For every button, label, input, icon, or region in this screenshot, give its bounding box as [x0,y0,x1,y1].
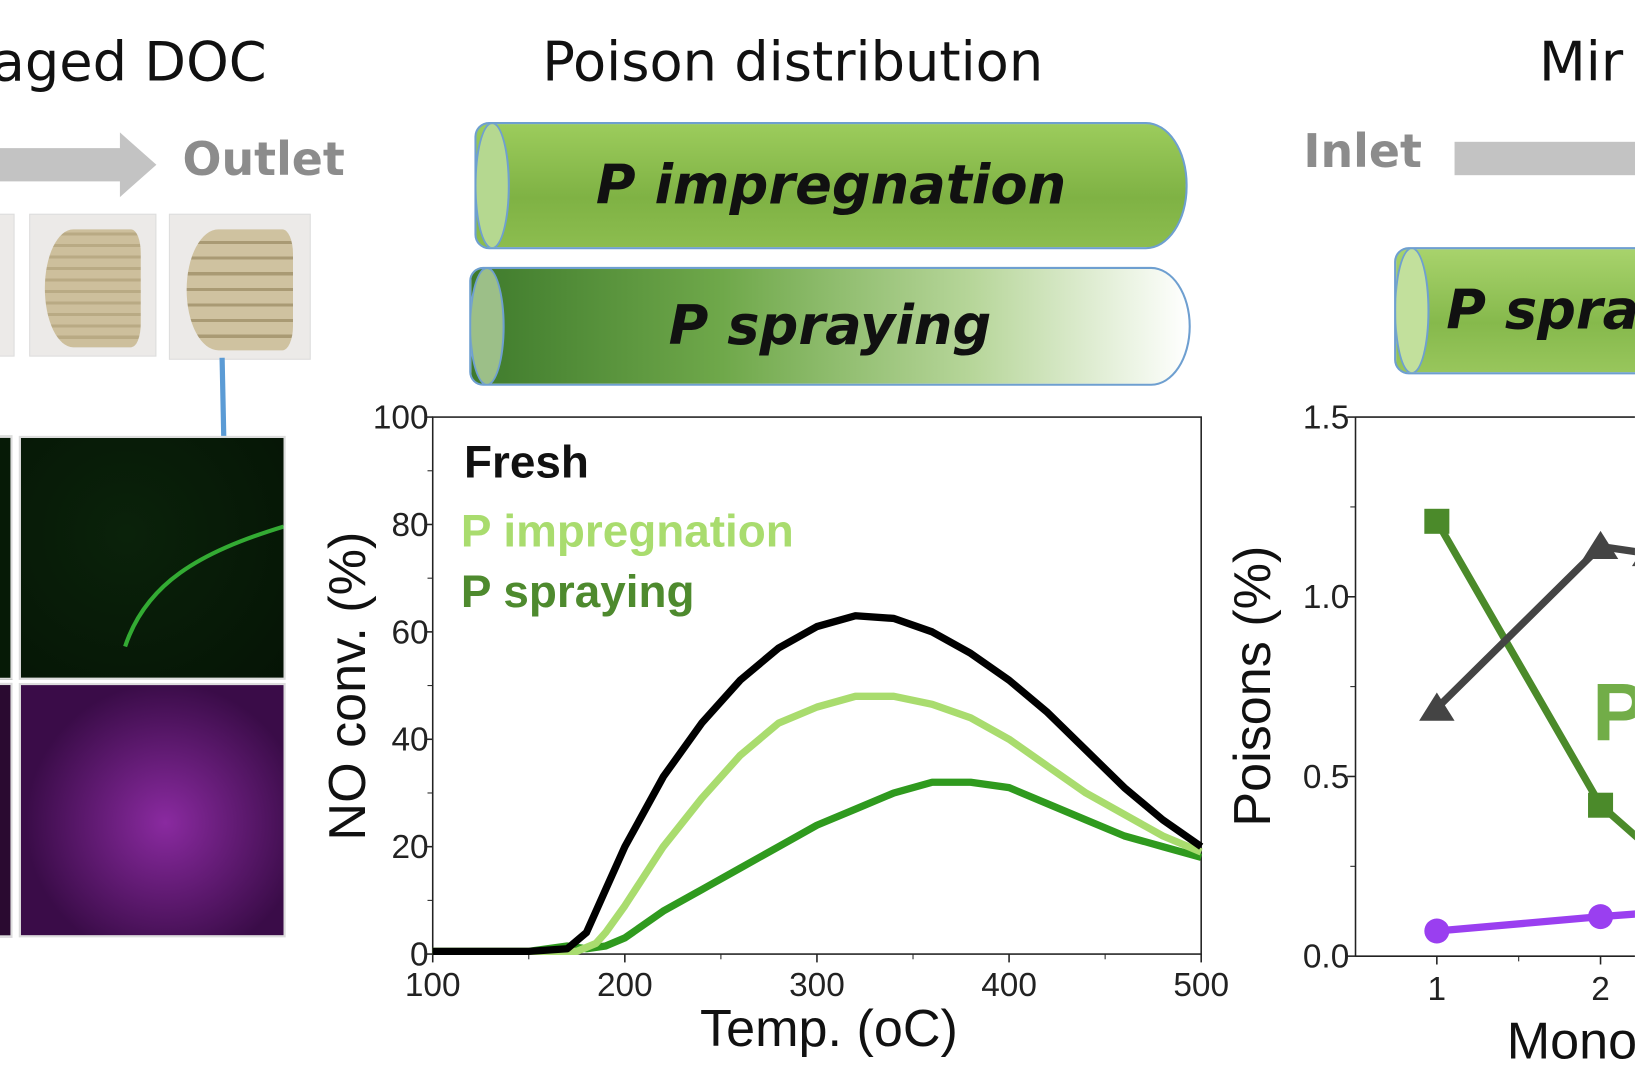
x-tick-label: 100 [405,967,461,1004]
cylinder-p-spraying: P spraying [469,266,1191,386]
poisons-chart: 0.0 0.5 1.0 1.5 1 2 [1303,400,1635,1008]
no-conversion-chart: 100 200 300 400 500 0 20 40 60 80 100 [373,400,1229,1004]
core-photo-2 [29,213,157,357]
cylinder-p-impregnation: P impregnation [474,121,1188,250]
right-panel-title: Mir [1539,31,1624,94]
y-tick-label: 80 [391,507,428,544]
purple-series-marker [1424,918,1450,944]
cylinder-p-spray-label: P spray [1446,279,1635,343]
y-tick-label: 60 [391,614,428,651]
y-tick-label: 0.0 [1303,939,1349,976]
element-map-purple-1 [0,682,13,938]
flow-arrow-bar [1454,141,1635,176]
element-map-green-1 [0,435,13,680]
p-impregnation-curve [432,692,1203,956]
legend-fresh: Fresh [464,436,589,488]
x-tick-label: 400 [981,967,1037,1004]
p-spraying-curve [432,778,1203,956]
poisons-x-axis-label: Mono [1507,1012,1635,1070]
dark-series-marker [1419,692,1455,721]
legend-p-impregnation: P impregnation [461,504,794,556]
y-axis-label: NO conv. (%) [319,532,377,841]
left-panel-title: aged DOC [0,31,267,94]
y-tick-label: 0.5 [1303,759,1349,796]
outlet-label: Outlet [182,133,345,187]
cylinder-p-spraying-label: P spraying [668,295,992,358]
y-tick-label: 1.5 [1303,400,1349,437]
legend-p-spraying: P spraying [461,565,695,617]
flow-arrow-icon [0,132,157,198]
x-tick-label: 2 [1591,971,1610,1008]
cylinder-p-impregnation-label: P impregnation [595,154,1067,217]
y-tick-label: 0 [410,937,429,974]
plot-frame [431,416,1202,955]
core-photo-1 [0,213,15,357]
purple-series-marker [1588,904,1614,930]
p-series-marker [1424,508,1450,534]
core-photo-3 [168,213,311,360]
poisons-y-axis-label: Poisons (%) [1224,546,1282,827]
y-tick-label: 100 [373,400,429,437]
y-tick-label: 1.0 [1303,579,1349,616]
x-axis-label: Temp. (oC) [700,1000,958,1058]
inlet-label: Inlet [1303,125,1422,179]
element-map-green-2 [18,435,286,680]
dark-series-marker [1582,530,1619,559]
x-tick-label: 500 [1173,967,1229,1004]
x-tick-label: 300 [789,967,845,1004]
cylinder-p-spray-right: P spray [1394,247,1635,375]
y-tick-label: 40 [391,722,428,759]
poison-p-label: P [1592,667,1635,758]
dark-series-marker [1631,561,1635,567]
y-tick-label: 20 [391,829,428,866]
middle-panel-title: Poison distribution [542,31,1044,94]
fresh-curve [432,612,1204,956]
x-tick-label: 1 [1428,971,1447,1008]
element-map-purple-2 [18,682,286,938]
p-series-marker [1588,792,1614,818]
x-tick-label: 200 [597,967,653,1004]
